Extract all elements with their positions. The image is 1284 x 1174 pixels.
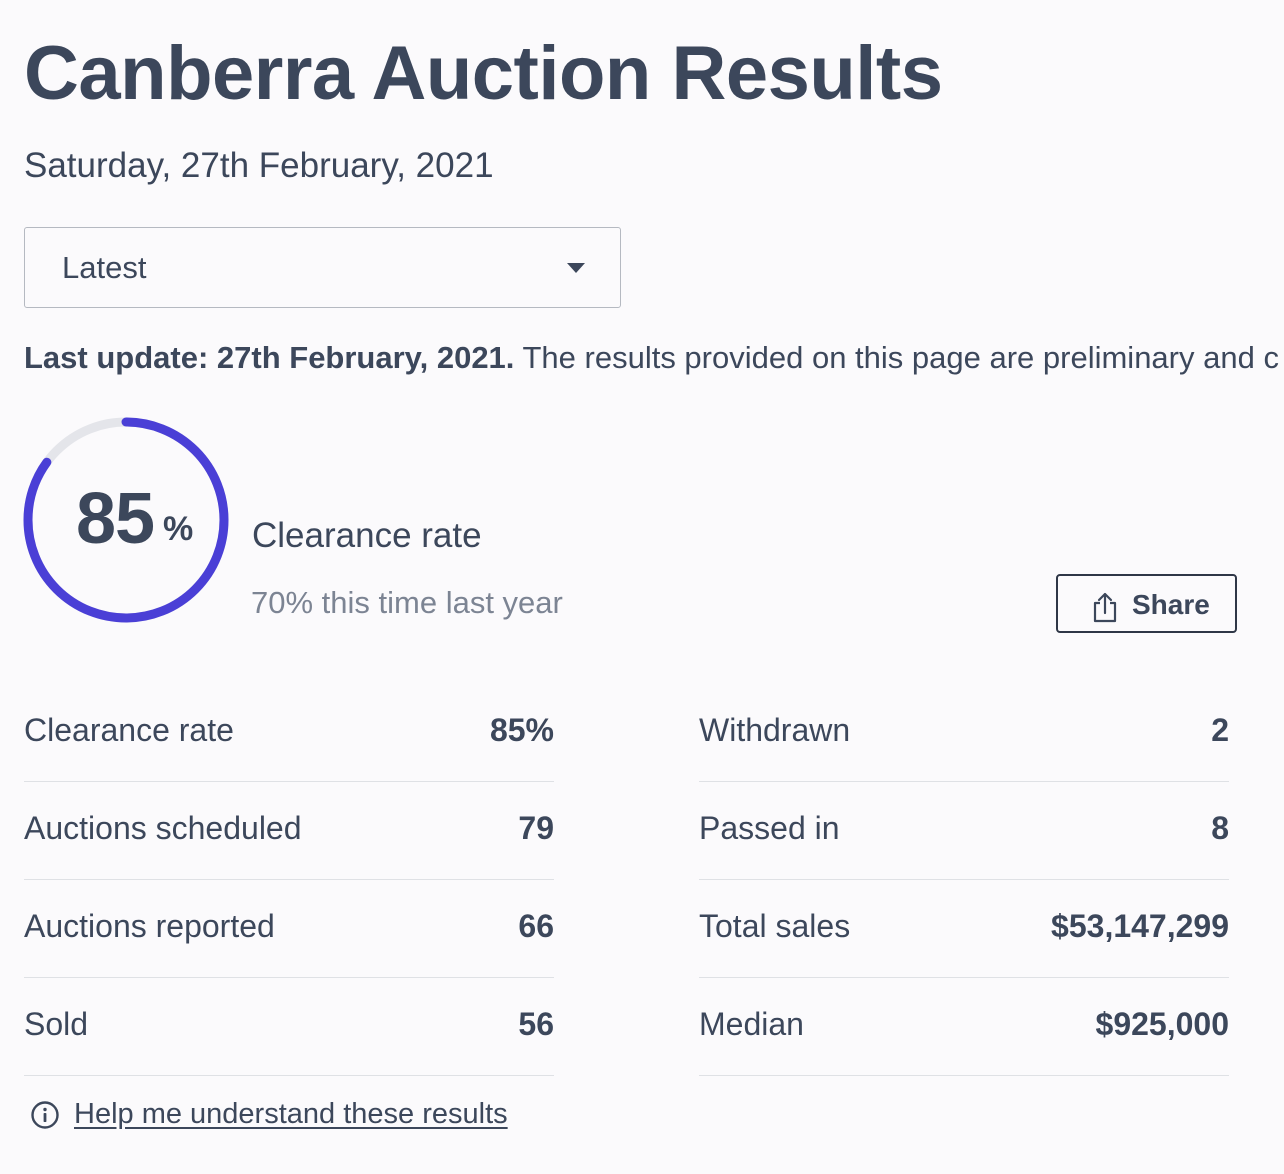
stat-value: 56 <box>518 1006 554 1042</box>
stat-value: 79 <box>518 810 554 846</box>
stat-row-passed-in: Passed in 8 <box>699 782 1229 880</box>
last-update-label: Last update: 27th February, 2021. <box>24 340 515 375</box>
stat-label: Clearance rate <box>24 712 234 748</box>
page-title: Canberra Auction Results <box>24 31 943 116</box>
stat-label: Withdrawn <box>699 712 851 748</box>
stat-row-clearance-rate: Clearance rate 85% <box>24 684 554 782</box>
gauge-progress-arc <box>23 417 229 623</box>
disclaimer-text: The results provided on this page are pr… <box>522 340 1279 375</box>
stat-value: 8 <box>1211 810 1229 846</box>
select-value: Latest <box>62 250 147 285</box>
share-button[interactable]: Share <box>1056 574 1237 633</box>
stat-label: Sold <box>24 1006 89 1042</box>
clearance-rate-gauge <box>23 417 229 623</box>
stat-row-auctions-scheduled: Auctions scheduled 79 <box>24 782 554 880</box>
stat-label: Auctions scheduled <box>24 810 302 846</box>
stats-column-right: Withdrawn 2 Passed in 8 Total sales $53,… <box>699 684 1229 1076</box>
auction-date: Saturday, 27th February, 2021 <box>24 146 494 185</box>
stat-label: Passed in <box>699 810 840 846</box>
chevron-down-icon <box>567 263 585 273</box>
share-label: Share <box>1132 589 1210 620</box>
stat-row-sold: Sold 56 <box>24 978 554 1076</box>
info-icon <box>31 1101 59 1129</box>
gauge-unit: % <box>163 510 194 548</box>
clearance-rate-label: Clearance rate <box>252 516 482 555</box>
stats-column-left: Clearance rate 85% Auctions scheduled 79… <box>24 684 554 1076</box>
results-period-select[interactable]: Latest <box>24 227 621 308</box>
stat-value: 85% <box>489 712 554 748</box>
last-update-text: Last update: 27th February, 2021. The re… <box>24 340 1284 376</box>
stat-row-total-sales: Total sales $53,147,299 <box>699 880 1229 978</box>
stat-label: Median <box>699 1006 804 1042</box>
last-year-comparison: 70% this time last year <box>251 585 563 620</box>
stat-row-withdrawn: Withdrawn 2 <box>699 684 1229 782</box>
stat-value: $925,000 <box>1095 1006 1229 1042</box>
stat-row-auctions-reported: Auctions reported 66 <box>24 880 554 978</box>
stat-row-median: Median $925,000 <box>699 978 1229 1076</box>
gauge-value: 85 <box>76 479 155 559</box>
help-understand-results-link[interactable]: Help me understand these results <box>74 1098 508 1130</box>
stat-value: 2 <box>1211 712 1229 748</box>
stat-value: $53,147,299 <box>1051 908 1229 944</box>
share-icon <box>1093 592 1117 623</box>
stat-label: Auctions reported <box>24 908 275 944</box>
stat-value: 66 <box>518 908 554 944</box>
stat-label: Total sales <box>699 908 851 944</box>
